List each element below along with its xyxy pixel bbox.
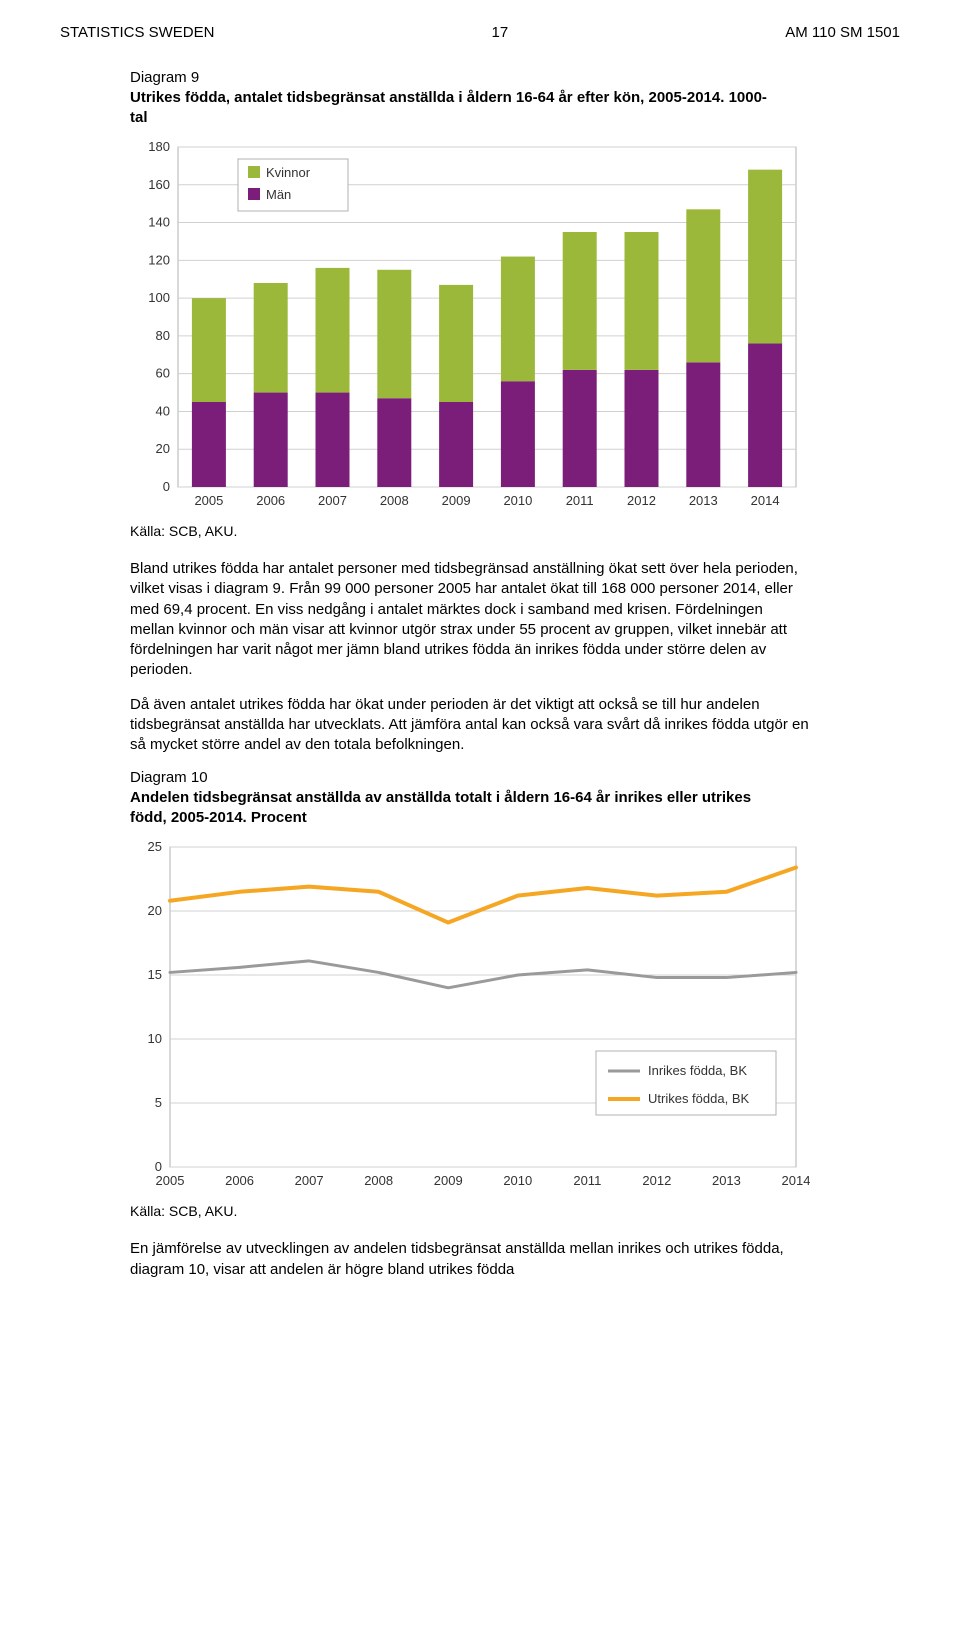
diagram9-source: Källa: SCB, AKU. — [130, 523, 810, 539]
svg-text:2013: 2013 — [712, 1173, 741, 1188]
svg-text:60: 60 — [156, 366, 170, 381]
header-left: STATISTICS SWEDEN — [60, 24, 214, 41]
svg-text:2012: 2012 — [642, 1173, 671, 1188]
svg-text:2008: 2008 — [380, 493, 409, 508]
svg-text:Utrikes födda, BK: Utrikes födda, BK — [648, 1091, 749, 1106]
svg-text:15: 15 — [148, 967, 162, 982]
svg-text:Inrikes födda, BK: Inrikes födda, BK — [648, 1063, 747, 1078]
diagram9-heading: Diagram 9 Utrikes födda, antalet tidsbeg… — [130, 69, 900, 127]
diagram9-label: Diagram 9 — [130, 69, 900, 86]
svg-text:2009: 2009 — [434, 1173, 463, 1188]
svg-text:160: 160 — [148, 177, 170, 192]
svg-text:Kvinnor: Kvinnor — [266, 165, 311, 180]
paragraph-2: Då även antalet utrikes födda har ökat u… — [130, 695, 810, 756]
svg-text:2010: 2010 — [503, 1173, 532, 1188]
svg-text:2006: 2006 — [225, 1173, 254, 1188]
svg-text:2014: 2014 — [782, 1173, 810, 1188]
closing-paragraph: En jämförelse av utvecklingen av andelen… — [130, 1239, 810, 1280]
svg-text:2007: 2007 — [318, 493, 347, 508]
svg-text:2011: 2011 — [573, 1173, 601, 1188]
header-right: AM 110 SM 1501 — [785, 24, 900, 41]
svg-text:2014: 2014 — [751, 493, 780, 508]
svg-text:2009: 2009 — [442, 493, 471, 508]
svg-text:0: 0 — [163, 479, 170, 494]
diagram10-label: Diagram 10 — [130, 769, 900, 786]
svg-text:40: 40 — [156, 403, 170, 418]
paragraph-1: Bland utrikes födda har antalet personer… — [130, 559, 810, 681]
svg-text:100: 100 — [148, 290, 170, 305]
page-header: STATISTICS SWEDEN 17 AM 110 SM 1501 — [60, 24, 900, 41]
svg-text:2005: 2005 — [156, 1173, 185, 1188]
diagram10-heading: Diagram 10 Andelen tidsbegränsat anställ… — [130, 769, 900, 827]
svg-text:2005: 2005 — [194, 493, 223, 508]
svg-text:10: 10 — [148, 1031, 162, 1046]
closing-paragraph-wrap: En jämförelse av utvecklingen av andelen… — [130, 1239, 810, 1280]
svg-text:2006: 2006 — [256, 493, 285, 508]
svg-text:120: 120 — [148, 252, 170, 267]
svg-text:2013: 2013 — [689, 493, 718, 508]
svg-text:Män: Män — [266, 187, 291, 202]
svg-text:2011: 2011 — [566, 493, 594, 508]
svg-text:2010: 2010 — [503, 493, 532, 508]
svg-text:20: 20 — [148, 903, 162, 918]
svg-text:20: 20 — [156, 441, 170, 456]
diagram10-chart: 0 5 10 15 20 25 2005 2006 2007 2008 2009 2010 2011 20… — [130, 837, 810, 1219]
svg-text:80: 80 — [156, 328, 170, 343]
svg-text:0: 0 — [155, 1159, 162, 1174]
svg-text:2008: 2008 — [364, 1173, 393, 1188]
diagram9-chart: 0 20 40 60 80 100 120 140 160 180 2005 2006 2007 2008… — [130, 137, 810, 539]
svg-text:25: 25 — [148, 839, 162, 854]
svg-text:5: 5 — [155, 1095, 162, 1110]
diagram10-title: Andelen tidsbegränsat anställda av anstä… — [130, 788, 770, 827]
svg-text:180: 180 — [148, 139, 170, 154]
diagram10-source: Källa: SCB, AKU. — [130, 1203, 810, 1219]
diagram9-title: Utrikes födda, antalet tidsbegränsat ans… — [130, 88, 770, 127]
body-paragraphs: Bland utrikes födda har antalet personer… — [130, 559, 810, 755]
svg-text:2007: 2007 — [295, 1173, 324, 1188]
svg-text:140: 140 — [148, 215, 170, 230]
header-center: 17 — [491, 24, 508, 41]
svg-text:2012: 2012 — [627, 493, 656, 508]
